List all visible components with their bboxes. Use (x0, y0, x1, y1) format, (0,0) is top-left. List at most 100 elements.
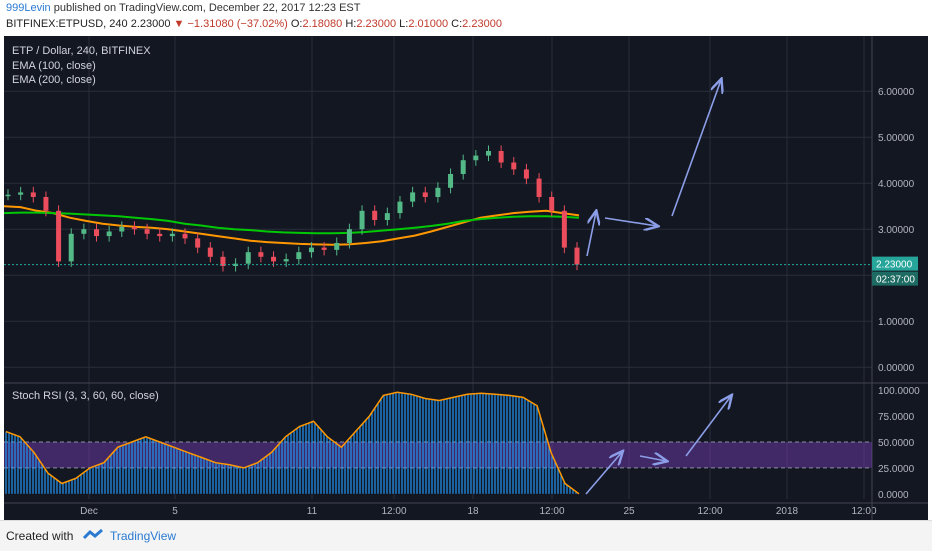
x-tick-label: Dec (80, 506, 98, 517)
candle-body (258, 252, 264, 257)
candle-body (372, 210, 378, 220)
tradingview-logo-icon (82, 528, 103, 540)
candle-body (422, 192, 428, 197)
candle-body (384, 213, 390, 220)
candle-body (68, 233, 74, 262)
chart-title: ETP / Dollar, 240, BITFINEX (12, 45, 151, 57)
x-tick-label: 25 (623, 506, 635, 517)
close-value: 2.23000 (462, 18, 502, 30)
y-tick-label: 4.00000 (878, 179, 915, 190)
chart-background (4, 36, 928, 520)
candle-body (207, 247, 213, 257)
y-tick-label: 1.00000 (878, 317, 915, 328)
price-chart[interactable]: Dec 5 11 12:00 18 12:00 25 12:00 2018 12:00 6.0000… (4, 36, 928, 520)
y-tick-label: 0.00000 (878, 363, 915, 374)
last-price: 2.23000 (130, 18, 171, 30)
osc-y-tick: 0.0000 (878, 490, 909, 501)
candle-body (43, 197, 49, 211)
close-label: C: (451, 18, 463, 30)
change: −1.31080 (−37.02%) (187, 18, 288, 30)
down-arrow-icon: ▼ (173, 18, 185, 30)
candle-body (448, 174, 454, 188)
candle-body (81, 229, 87, 234)
x-tick-label: 12:00 (851, 506, 876, 517)
candle-body (473, 155, 479, 161)
candle-body (131, 226, 137, 230)
forecast-arrow (639, 456, 666, 461)
candle-body (169, 233, 175, 237)
osc-y-tick: 25.0000 (878, 464, 915, 475)
created-with: Created with (6, 529, 74, 543)
countdown-box (872, 271, 918, 286)
open-value: 2.18080 (302, 18, 343, 30)
open-label: O: (290, 18, 303, 30)
x-tick-label: 18 (467, 506, 479, 517)
candle-body (536, 178, 542, 197)
footer: Created with TradingView (0, 520, 932, 551)
y-tick-label: 6.00000 (878, 87, 915, 98)
candle-body (397, 201, 403, 214)
legend-ema100: EMA (100, close) (12, 60, 96, 72)
x-tick-label: 12:00 (381, 506, 406, 517)
x-tick-label: 12:00 (539, 506, 564, 517)
ema-line (4, 211, 580, 235)
candle-body (5, 194, 11, 197)
publish-text: published on TradingView.com, December 2… (53, 2, 361, 14)
forecast-arrow (585, 452, 622, 495)
stoch-k-line (5, 391, 580, 495)
candle-body (460, 160, 466, 174)
forecast-arrow (671, 80, 721, 217)
candle-body (523, 169, 529, 179)
candle-body (106, 231, 112, 237)
symbol: BITFINEX:ETPUSD, 240 (6, 18, 128, 30)
forecast-arrow (586, 212, 596, 257)
x-tick-label: 11 (307, 506, 318, 517)
countdown-label: 02:37:00 (876, 275, 915, 286)
candle-body (435, 187, 441, 197)
y-tick-label: 5.00000 (878, 133, 915, 144)
candle-body (321, 247, 327, 250)
candle-body (182, 233, 188, 239)
candle-body (195, 238, 201, 248)
price-label-box (872, 256, 918, 271)
candle-body (56, 210, 62, 262)
candle-body (144, 229, 150, 234)
publish-info: 999Levin published on TradingView.com, D… (6, 2, 360, 14)
candle-body (220, 256, 226, 266)
candle-body (30, 192, 36, 197)
candle-body (283, 259, 289, 262)
candle-body (334, 243, 340, 250)
candle-body (498, 151, 504, 163)
forecast-arrow (604, 217, 657, 226)
osc-y-tick: 100.0000 (878, 386, 920, 397)
ohlc-bar: BITFINEX:ETPUSD, 240 2.23000 ▼ −1.31080 … (6, 18, 502, 30)
candle-body (296, 252, 302, 260)
candle-body (574, 247, 580, 265)
author-link[interactable]: 999Levin (6, 2, 51, 14)
candle-body (308, 247, 314, 253)
osc-y-tick: 75.0000 (878, 412, 915, 423)
candle-body (346, 229, 352, 243)
candle-body (410, 192, 416, 202)
candle-body (119, 226, 125, 232)
candle-body (233, 263, 239, 266)
x-tick-label: 2018 (776, 506, 799, 517)
candle-body (245, 252, 251, 264)
low-label: L: (399, 18, 409, 30)
candle-body (561, 210, 567, 248)
forecast-arrow (685, 396, 731, 457)
x-tick-label: 12:00 (697, 506, 722, 517)
ema-line (4, 205, 580, 246)
candle-body (157, 233, 163, 237)
tradingview-link[interactable]: TradingView (110, 529, 177, 543)
y-tick-label: 3.00000 (878, 225, 915, 236)
osc-y-tick: 50.0000 (878, 438, 915, 449)
candle-body (485, 151, 491, 156)
candle-body (18, 192, 24, 195)
legend-ema200: EMA (200, close) (12, 74, 96, 86)
osc-title: Stoch RSI (3, 3, 60, 60, close) (12, 390, 159, 402)
candle-body (94, 229, 100, 237)
candle-body (511, 162, 517, 170)
high-label: H: (345, 18, 357, 30)
candle-body (271, 256, 277, 262)
